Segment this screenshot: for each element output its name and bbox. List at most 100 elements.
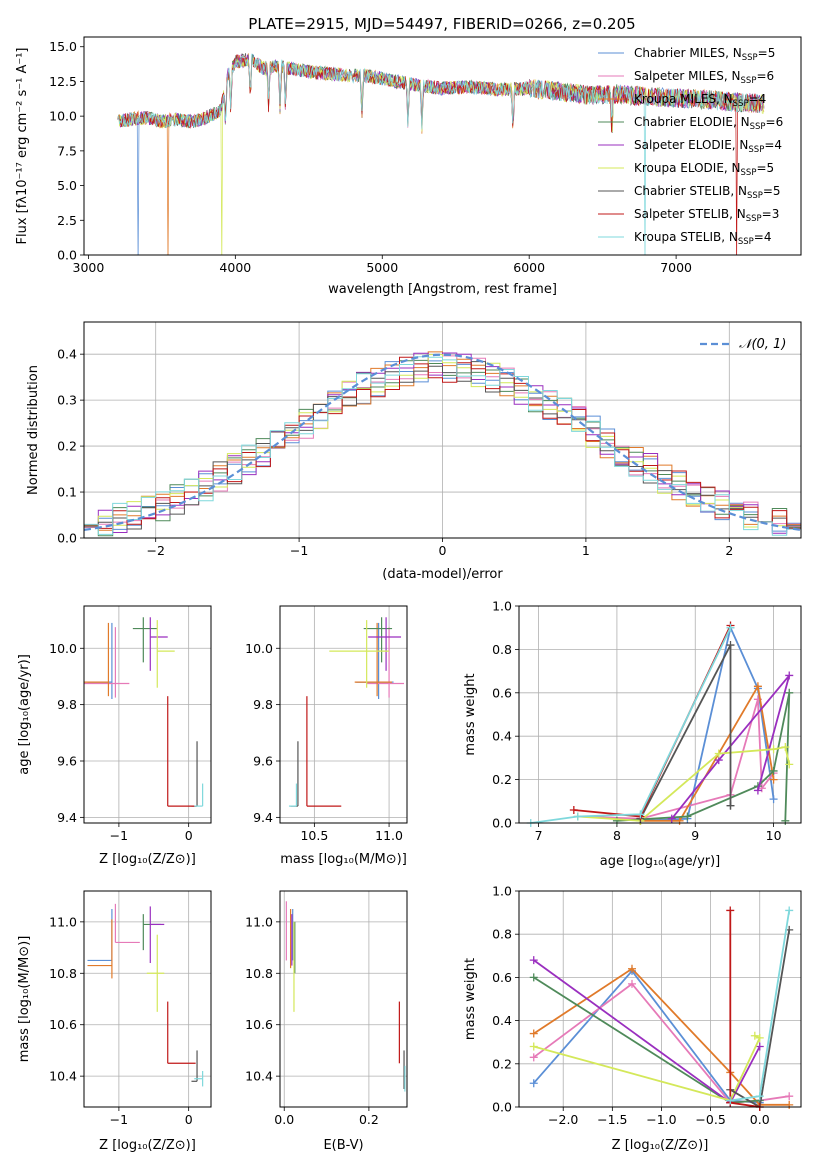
plot-frame xyxy=(279,605,408,824)
x-tick-label: 7000 xyxy=(660,260,692,275)
y-tick-label: 2.5 xyxy=(57,213,77,228)
legend-label-suffix: =4 xyxy=(764,138,782,152)
y-tick-label: 7.5 xyxy=(57,143,77,158)
residual-histogram-panel: −2 −1 0 1 2 0.0 0.1 0.2 0.3 0.4 (data-model)/error… xyxy=(26,321,802,582)
massweight-point-marker xyxy=(726,906,735,915)
x-tick-label: 0 xyxy=(439,543,447,558)
massweight-point-marker xyxy=(529,956,538,965)
y-tick-label: 0.2 xyxy=(492,772,512,787)
legend-label-sub: SSP xyxy=(748,145,764,155)
legend-label: Kroupa MILES, NSSP=4 xyxy=(634,92,766,109)
massweight-point-marker xyxy=(755,1042,764,1051)
massweight-point-marker xyxy=(750,1031,759,1040)
legend-label-suffix: =5 xyxy=(763,184,781,198)
x-tick-label: 7 xyxy=(535,828,543,843)
massweight-point-marker xyxy=(769,795,778,804)
x-tick-label: −2.0 xyxy=(548,1112,578,1127)
massweight-point-marker xyxy=(769,766,778,775)
massweight-vs-age-panel: 7 8 9 10 0.0 0.2 0.4 0.6 0.8 1.0 age [log₁₀(age/yr… xyxy=(463,599,802,869)
plot-frame xyxy=(83,605,212,824)
massweight-point-marker xyxy=(529,1053,538,1062)
y-tick-label: 9.6 xyxy=(57,754,77,769)
massweight-point-marker xyxy=(755,1092,764,1101)
mass-vs-ebv-panel: 0.0 0.2 10.4 10.6 10.8 11.0 E(B-V) xyxy=(245,890,408,1153)
legend-label-name: Salpeter STELIB, N xyxy=(634,207,746,221)
legend-label-suffix: =5 xyxy=(758,46,776,60)
massweight-point-marker xyxy=(573,812,582,821)
massweight-point-marker xyxy=(667,814,676,823)
x-tick-label: −1 xyxy=(110,1112,128,1127)
legend-label-sub: SSP xyxy=(741,168,757,178)
x-tick-label: 8 xyxy=(613,828,621,843)
legend-label-name: Chabrier ELODIE, N xyxy=(634,115,750,129)
y-tick-label: 0.3 xyxy=(57,393,77,408)
legend-label: Chabrier STELIB, NSSP=5 xyxy=(634,184,781,201)
y-tick-label: 0.4 xyxy=(492,1013,512,1028)
legend-label-suffix: =4 xyxy=(754,230,772,244)
massweight-series-line xyxy=(671,674,791,820)
y-tick-label: 0.4 xyxy=(57,347,77,362)
mass-vs-metallicity-panel: −1 0 10.4 10.6 10.8 11.0 Z [log₁₀(Z/Z⊙)] mass [… xyxy=(17,890,212,1153)
legend-label: Chabrier MILES, NSSP=5 xyxy=(634,46,775,63)
x-tick-label: −2 xyxy=(146,543,164,558)
x-tick-label: 1 xyxy=(582,543,590,558)
massweight-point-marker xyxy=(785,1092,794,1101)
y-tick-label: 10.8 xyxy=(245,966,273,981)
age-vs-mass-panel: 10.5 11.0 9.4 9.6 9.8 10.0 mass [log₁₀(M/M⊙)] xyxy=(245,605,408,867)
massweight-point-marker xyxy=(785,688,794,697)
x-tick-label: 3000 xyxy=(73,260,105,275)
massweight-point-marker xyxy=(785,760,794,769)
legend-label-sub: SSP xyxy=(733,99,749,109)
massweight-series-line xyxy=(533,1034,761,1102)
massweight-point-marker xyxy=(726,623,735,632)
massweight-point-marker xyxy=(627,979,636,988)
x-tick-label: 9 xyxy=(691,828,699,843)
legend-label-name: Chabrier STELIB, N xyxy=(634,184,747,198)
y-tick-label: 0.2 xyxy=(57,439,77,454)
legend-label: Salpeter STELIB, NSSP=3 xyxy=(634,207,779,224)
legend-label-suffix: =6 xyxy=(766,115,784,129)
legend-label-name: Salpeter ELODIE, N xyxy=(634,138,748,152)
massweight-series-line xyxy=(577,699,775,820)
massweight-series-line xyxy=(573,625,732,818)
y-axis-label: mass weight xyxy=(463,673,478,755)
massweight-series-line xyxy=(640,624,775,822)
legend-label-sub: SSP xyxy=(741,76,757,86)
massweight-point-marker xyxy=(753,682,762,691)
x-tick-label: −1.5 xyxy=(597,1112,627,1127)
y-tick-label: 10.0 xyxy=(49,641,77,656)
legend-label-sub: SSP xyxy=(738,237,754,247)
massweight-vs-metallicity-panel: −2.0 −1.5 −1.0 −0.5 0.0 0.0 0.2 0.4 0.6 0.8 1.0 Z [… xyxy=(463,884,802,1153)
massweight-point-marker xyxy=(755,1033,764,1042)
y-tick-label: 9.4 xyxy=(57,810,77,825)
y-tick-label: 5.0 xyxy=(57,178,77,193)
residual-histogram-step xyxy=(84,356,801,538)
legend-label: Kroupa STELIB, NSSP=4 xyxy=(634,230,772,247)
massweight-series-line xyxy=(729,929,791,1107)
y-tick-label: 0.1 xyxy=(57,485,77,500)
age-vs-metallicity-panel: −1 0 9.4 9.6 9.8 10.0 Z [log₁₀(Z/Z⊙)] age [log₁… xyxy=(17,605,212,867)
legend-label-name: Kroupa STELIB, N xyxy=(634,230,738,244)
y-tick-label: 11.0 xyxy=(245,914,273,929)
massweight-point-marker xyxy=(785,1100,794,1109)
y-tick-label: 10.0 xyxy=(49,109,77,124)
massweight-point-marker xyxy=(627,964,636,973)
y-tick-label: 0.0 xyxy=(492,816,512,831)
x-tick-label: −0.5 xyxy=(695,1112,725,1127)
gaussian-reference-curve xyxy=(84,353,801,531)
spectrum-series-line xyxy=(117,53,765,255)
legend-label-sub: SSP xyxy=(747,191,763,201)
massweight-series-line xyxy=(639,644,732,820)
massweight-point-marker xyxy=(781,816,790,825)
massweight-point-marker xyxy=(769,775,778,784)
y-tick-label: 0.6 xyxy=(492,970,512,985)
x-tick-label: 0 xyxy=(185,828,193,843)
massweight-series-line xyxy=(533,976,760,1104)
x-tick-label: 2 xyxy=(725,543,733,558)
y-tick-label: 9.4 xyxy=(253,810,273,825)
legend-label-sub: SSP xyxy=(746,214,762,224)
legend-label-name: Chabrier MILES, N xyxy=(634,46,742,60)
y-tick-label: 12.5 xyxy=(49,74,77,89)
y-tick-label: 0.8 xyxy=(492,927,512,942)
legend-label-suffix: =4 xyxy=(749,92,767,106)
